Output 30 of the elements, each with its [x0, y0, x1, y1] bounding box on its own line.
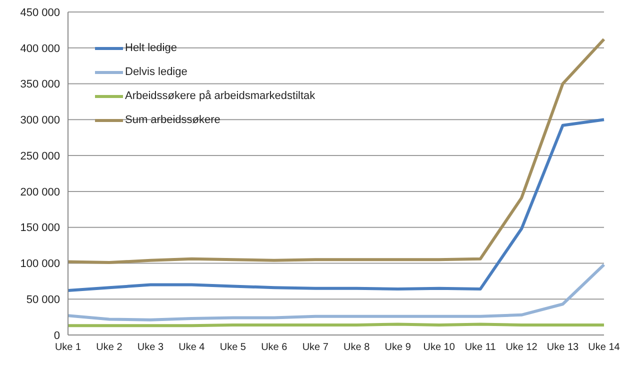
y-tick-label: 250 000 [20, 150, 60, 162]
y-tick-label: 200 000 [20, 186, 60, 198]
x-tick-label: Uke 5 [220, 342, 246, 354]
x-tick-label: Uke 8 [344, 342, 370, 354]
x-tick-label: Uke 2 [96, 342, 123, 354]
y-tick-label: 450 000 [20, 6, 60, 19]
y-tick-label: 150 000 [20, 222, 60, 234]
x-tick-label: Uke 7 [302, 342, 329, 354]
line-series [66, 38, 606, 264]
y-tick-label: 300 000 [20, 114, 60, 127]
y-tick-label: 100 000 [20, 258, 60, 270]
y-tick-label: 50 000 [26, 294, 60, 306]
x-tick-label: Uke 1 [54, 342, 82, 354]
x-tick-label: Uke 4 [178, 342, 206, 354]
x-tick-label: Uke 12 [506, 342, 538, 354]
legend-label: Delvis ledige [125, 66, 188, 78]
legend-label: Helt ledige [125, 42, 177, 54]
x-tick-label: Uke 10 [423, 342, 456, 354]
x-tick-label: Uke 14 [588, 342, 620, 354]
x-tick-label: Uke 6 [261, 342, 288, 354]
x-tick-label: Uke 3 [137, 342, 164, 354]
y-tick-label: 400 000 [20, 42, 60, 55]
x-tick-label: Uke 9 [384, 342, 412, 354]
y-tick-label: 0 [54, 330, 60, 342]
legend-label: Sum arbeidssøkere [125, 114, 220, 126]
x-tick-label: Uke 13 [546, 342, 580, 354]
y-tick-label: 350 000 [20, 78, 60, 91]
legend-label: Arbeidssøkere på arbeidsmarkedstiltak [125, 90, 316, 102]
x-tick-label: Uke 11 [464, 342, 496, 354]
line-series [66, 263, 606, 322]
